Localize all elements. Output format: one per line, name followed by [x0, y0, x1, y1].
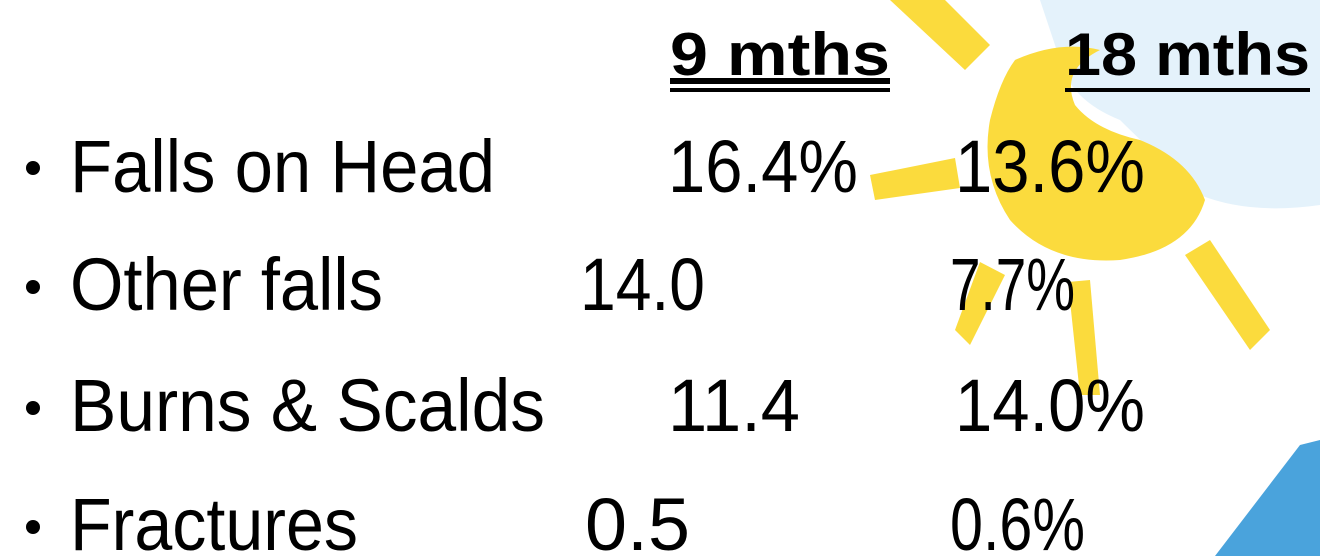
cell: 13.6%	[955, 125, 1145, 208]
column-header: 9 mths	[670, 21, 890, 88]
row: Falls on Head 16.4% 13.6%	[26, 125, 1145, 208]
row-label: Other falls	[70, 243, 383, 326]
row-label: Burns & Scalds	[70, 364, 545, 447]
cell: 7.7%	[950, 243, 1075, 326]
cell: 11.4	[668, 364, 800, 447]
bullet	[26, 520, 40, 534]
page: {"table": {"header": ["9 mths", "18 mths…	[0, 0, 1320, 556]
row: Other falls 14.0 7.7%	[26, 243, 1075, 326]
column-header: 18 mths	[1065, 21, 1310, 88]
blue-shape	[1215, 440, 1320, 556]
row: Burns & Scalds 11.4 14.0%	[26, 364, 1145, 447]
bullet	[26, 161, 40, 175]
sun-ray	[1185, 240, 1270, 350]
cell: 16.4%	[668, 125, 858, 208]
cell: 14.0%	[955, 364, 1145, 447]
bullet	[26, 280, 40, 294]
sun-ray	[890, 0, 990, 70]
slide: 9 mths 18 mths Falls on Head 16.4% 13.6%…	[0, 0, 1320, 556]
row: Fractures 0.5 0.6%	[26, 483, 1085, 556]
row-label: Fractures	[70, 483, 358, 556]
cell: 0.6%	[950, 483, 1085, 556]
cell: 14.0	[580, 243, 705, 326]
bullet	[26, 401, 40, 415]
cell: 0.5	[585, 483, 690, 556]
row-label: Falls on Head	[70, 125, 495, 208]
sun-ray	[870, 158, 960, 200]
